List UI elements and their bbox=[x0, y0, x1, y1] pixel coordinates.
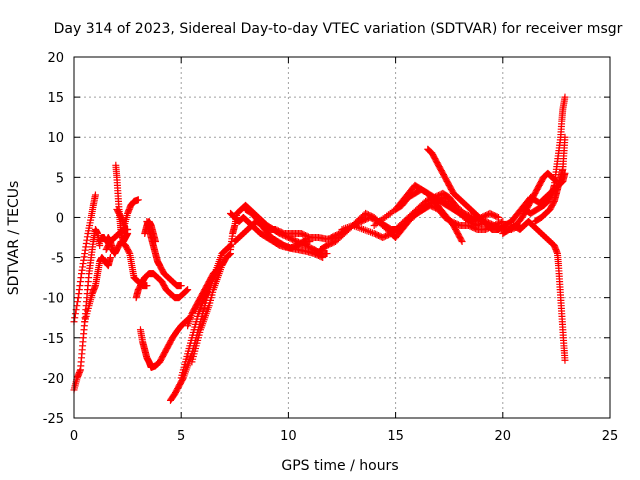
data-point bbox=[71, 310, 79, 318]
data-point bbox=[134, 196, 142, 204]
data-point bbox=[323, 250, 331, 258]
data-series bbox=[132, 270, 192, 302]
data-series bbox=[370, 181, 466, 246]
data-point bbox=[212, 267, 220, 275]
data-point bbox=[214, 266, 222, 274]
y-tick-label: -10 bbox=[43, 292, 64, 307]
data-series bbox=[392, 185, 503, 225]
y-tick-label: 5 bbox=[56, 171, 64, 186]
data-series bbox=[184, 266, 222, 330]
data-point bbox=[493, 213, 501, 221]
data-point bbox=[177, 282, 185, 290]
data-series bbox=[70, 191, 99, 326]
data-series bbox=[242, 205, 314, 252]
data-point bbox=[458, 238, 466, 246]
data-point bbox=[182, 287, 190, 295]
data-series bbox=[113, 196, 142, 229]
data-point bbox=[495, 213, 503, 221]
data-series bbox=[424, 145, 548, 233]
data-point bbox=[561, 133, 569, 141]
data-series bbox=[510, 217, 569, 364]
data-series bbox=[141, 217, 159, 246]
data-point bbox=[91, 191, 99, 199]
y-tick-label: -15 bbox=[43, 332, 64, 347]
y-tick-label: 0 bbox=[56, 211, 64, 226]
axis-ticks: 0 5 10 15 20 25 -25 -20 -15 -10 -5 0 5 10 15 20 bbox=[43, 51, 619, 444]
data-point bbox=[183, 286, 191, 294]
data-point bbox=[71, 314, 79, 322]
data-marks bbox=[70, 93, 569, 404]
y-tick-label: -5 bbox=[51, 252, 64, 267]
data-series bbox=[188, 250, 235, 366]
data-point bbox=[317, 253, 325, 261]
data-point bbox=[124, 225, 132, 233]
data-point bbox=[306, 238, 314, 246]
x-tick-label: 15 bbox=[387, 429, 404, 444]
data-series bbox=[537, 169, 569, 205]
data-point bbox=[561, 356, 569, 364]
data-point bbox=[106, 254, 114, 262]
x-tick-label: 20 bbox=[495, 429, 512, 444]
data-point bbox=[179, 375, 187, 383]
data-point bbox=[73, 302, 81, 310]
x-tick-label: 10 bbox=[280, 429, 297, 444]
data-point bbox=[125, 248, 133, 256]
data-series bbox=[102, 225, 132, 254]
data-point bbox=[561, 93, 569, 101]
y-tick-label: 20 bbox=[47, 51, 64, 66]
x-tick-label: 0 bbox=[70, 429, 78, 444]
data-point bbox=[561, 169, 569, 177]
data-point bbox=[184, 286, 192, 294]
data-point bbox=[143, 282, 151, 290]
data-point bbox=[457, 236, 465, 244]
data-point bbox=[74, 298, 82, 306]
data-point bbox=[225, 251, 233, 259]
y-tick-label: 10 bbox=[47, 131, 64, 146]
data-series bbox=[81, 254, 114, 326]
data-point bbox=[213, 266, 221, 274]
y-axis-label: SDTVAR / TECUs bbox=[6, 181, 22, 296]
x-axis-label: GPS time / hours bbox=[281, 458, 398, 474]
y-tick-label: -25 bbox=[43, 412, 64, 427]
data-point bbox=[151, 238, 159, 246]
data-point bbox=[319, 254, 327, 262]
data-series bbox=[231, 217, 340, 246]
x-tick-label: 5 bbox=[177, 429, 185, 444]
y-tick-label: 15 bbox=[47, 91, 64, 106]
x-tick-label: 25 bbox=[602, 429, 619, 444]
data-point bbox=[226, 250, 234, 258]
y-tick-label: -20 bbox=[43, 372, 64, 387]
chart-title: Day 314 of 2023, Sidereal Day-to-day VTE… bbox=[54, 21, 623, 37]
plot-frame bbox=[73, 56, 611, 419]
